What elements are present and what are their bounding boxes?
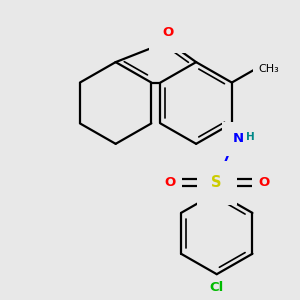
Text: O: O — [162, 26, 173, 39]
Text: O: O — [258, 176, 270, 189]
Text: S: S — [212, 175, 222, 190]
Text: O: O — [164, 176, 175, 189]
Text: CH₃: CH₃ — [258, 64, 279, 74]
Text: Cl: Cl — [210, 281, 224, 295]
Text: N: N — [233, 132, 244, 145]
Text: H: H — [246, 132, 255, 142]
